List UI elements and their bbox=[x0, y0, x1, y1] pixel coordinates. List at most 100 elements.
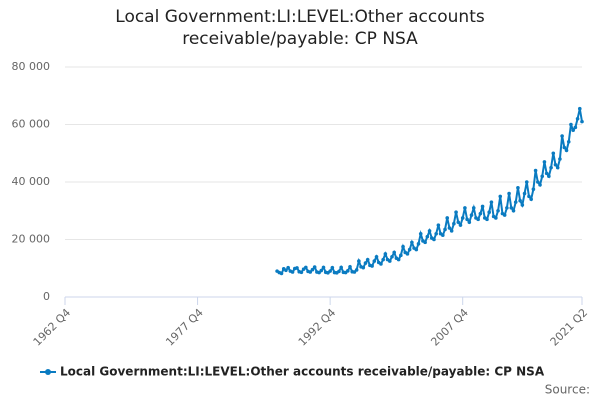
point bbox=[286, 265, 290, 270]
point bbox=[407, 247, 412, 252]
point bbox=[321, 265, 326, 270]
point bbox=[452, 221, 456, 226]
point bbox=[547, 174, 551, 179]
point bbox=[290, 270, 295, 274]
point bbox=[480, 204, 485, 209]
point bbox=[387, 259, 392, 263]
point bbox=[498, 194, 503, 199]
point bbox=[485, 217, 489, 222]
y-tick-label: 0 bbox=[43, 290, 50, 303]
x-tick-label: 2021 Q2 bbox=[548, 306, 591, 349]
point bbox=[304, 265, 308, 270]
point bbox=[494, 216, 498, 220]
point bbox=[372, 259, 377, 263]
point bbox=[447, 226, 452, 230]
point bbox=[357, 259, 361, 263]
point bbox=[330, 265, 335, 270]
point bbox=[456, 220, 461, 225]
point bbox=[527, 194, 531, 199]
point bbox=[434, 231, 438, 236]
point bbox=[425, 234, 430, 239]
point bbox=[496, 208, 500, 213]
point bbox=[339, 265, 343, 270]
legend-marker bbox=[45, 369, 51, 375]
x-tick-label: 1962 Q4 bbox=[31, 306, 74, 349]
point bbox=[516, 185, 520, 190]
point bbox=[460, 216, 465, 220]
point bbox=[399, 253, 403, 258]
point bbox=[337, 269, 341, 274]
point bbox=[299, 270, 304, 275]
point bbox=[469, 213, 474, 217]
point bbox=[564, 148, 569, 153]
point bbox=[310, 267, 315, 272]
series-line bbox=[276, 108, 583, 275]
point bbox=[284, 268, 288, 273]
point bbox=[571, 128, 575, 133]
point bbox=[487, 210, 492, 214]
chart-title: Local Government:LI:LEVEL:Other accounts… bbox=[115, 7, 485, 49]
point bbox=[544, 171, 549, 176]
point bbox=[518, 198, 522, 203]
x-tick-label: 1992 Q4 bbox=[296, 306, 339, 349]
y-tick-label: 40 000 bbox=[12, 175, 51, 188]
point bbox=[346, 269, 350, 273]
point bbox=[463, 206, 467, 210]
point bbox=[392, 250, 397, 255]
point bbox=[328, 269, 332, 273]
point bbox=[529, 197, 533, 202]
point bbox=[279, 271, 284, 276]
point bbox=[467, 220, 472, 225]
point bbox=[443, 227, 447, 232]
point bbox=[390, 254, 394, 259]
point bbox=[319, 268, 324, 273]
point bbox=[445, 216, 450, 220]
point bbox=[361, 265, 366, 270]
y-tick-label: 20 000 bbox=[12, 233, 51, 246]
point bbox=[381, 257, 385, 262]
point bbox=[365, 257, 370, 262]
y-tick-label: 80 000 bbox=[12, 60, 51, 73]
point bbox=[540, 174, 545, 179]
point bbox=[524, 180, 529, 184]
point bbox=[454, 210, 458, 214]
point bbox=[569, 122, 573, 127]
point bbox=[573, 125, 578, 130]
point bbox=[458, 223, 463, 227]
point bbox=[441, 233, 445, 237]
point bbox=[383, 252, 388, 256]
point bbox=[536, 180, 540, 184]
point bbox=[410, 240, 414, 245]
point bbox=[423, 240, 427, 245]
point bbox=[416, 242, 421, 246]
point bbox=[414, 247, 419, 252]
x-tick-label: 2007 Q4 bbox=[428, 306, 471, 349]
point bbox=[520, 203, 525, 207]
point bbox=[577, 106, 582, 111]
point bbox=[471, 206, 476, 210]
point bbox=[531, 187, 536, 191]
point bbox=[401, 244, 405, 249]
point bbox=[476, 217, 480, 222]
point bbox=[308, 270, 313, 274]
x-tick-label: 1977 Q4 bbox=[163, 306, 206, 349]
point bbox=[558, 157, 562, 161]
point bbox=[348, 265, 352, 269]
point bbox=[549, 165, 553, 170]
point bbox=[551, 151, 556, 156]
point bbox=[542, 160, 547, 164]
point bbox=[374, 254, 379, 259]
point bbox=[555, 165, 560, 170]
point bbox=[522, 191, 527, 196]
point bbox=[379, 262, 383, 266]
point bbox=[580, 119, 584, 124]
point bbox=[363, 261, 368, 265]
point bbox=[396, 257, 401, 262]
point bbox=[312, 265, 317, 269]
point bbox=[478, 211, 483, 216]
point bbox=[533, 168, 538, 173]
point bbox=[418, 231, 423, 236]
point bbox=[513, 200, 518, 204]
